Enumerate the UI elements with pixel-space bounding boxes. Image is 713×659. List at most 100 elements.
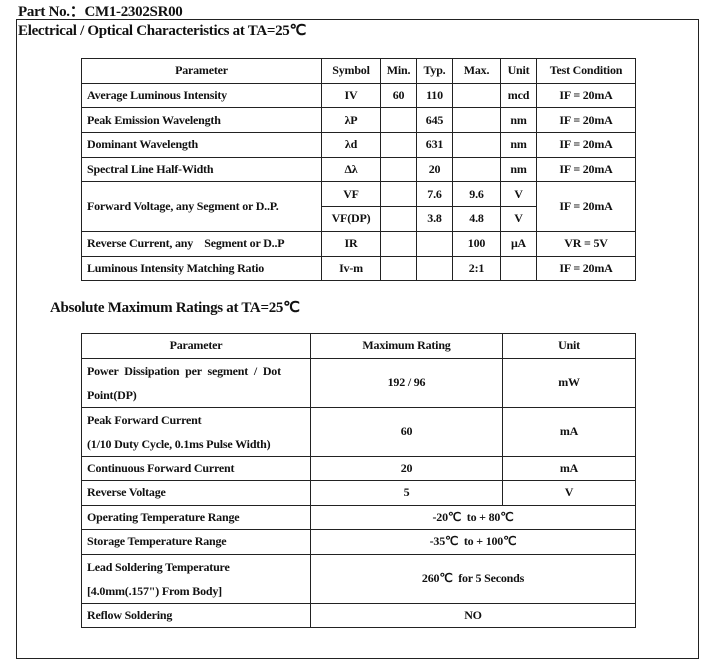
cell-min bbox=[380, 206, 417, 232]
table-row: Reverse Current, any Segment or D..P IR … bbox=[81, 230, 636, 257]
cell-unit: mcd bbox=[500, 82, 537, 109]
cell-unit: mW bbox=[502, 357, 636, 408]
cell-max: 100 bbox=[452, 230, 501, 257]
parameter-line-1: Power Dissipation per segment / Dot bbox=[87, 363, 281, 378]
cell-unit: V bbox=[500, 181, 537, 208]
table-row: Luminous Intensity Matching Ratio Iv-m 2… bbox=[81, 255, 636, 282]
table-row: Power Dissipation per segment / Dot Point… bbox=[81, 357, 636, 408]
parameter-line-2: Point(DP) bbox=[87, 387, 137, 402]
header-typ: Typ. bbox=[416, 58, 453, 84]
cell-rating: 20 bbox=[310, 455, 503, 481]
cell-condition: IF = 20mA bbox=[536, 181, 636, 232]
cell-condition: IF = 20mA bbox=[536, 132, 636, 158]
cell-rating: 192 / 96 bbox=[310, 357, 503, 408]
cell-parameter: Peak Forward Current (1/10 Duty Cycle, 0.… bbox=[81, 406, 311, 457]
cell-unit: nm bbox=[500, 107, 537, 134]
cell-unit: mA bbox=[502, 455, 636, 481]
cell-typ: 7.6 bbox=[416, 181, 453, 208]
electrical-heading: Electrical / Optical Characteristics at … bbox=[18, 23, 307, 39]
cell-condition: VR = 5V bbox=[536, 230, 636, 257]
cell-symbol: Iv-m bbox=[321, 255, 381, 282]
table-header-row: Parameter Symbol Min. Typ. Max. Unit Tes… bbox=[81, 58, 636, 84]
table-row: Peak Forward Current (1/10 Duty Cycle, 0.… bbox=[81, 406, 636, 457]
header-test-condition: Test Condition bbox=[536, 58, 636, 84]
cell-symbol: VF(DP) bbox=[321, 206, 381, 232]
table-header-row: Parameter Maximum Rating Unit bbox=[81, 333, 636, 359]
cell-min bbox=[380, 156, 417, 183]
cell-min bbox=[380, 181, 417, 208]
cell-condition: IF = 20mA bbox=[536, 107, 636, 134]
table-row: Forward Voltage, any Segment or D..P. VF… bbox=[81, 181, 636, 232]
cell-max bbox=[452, 107, 501, 134]
table-row: Lead Soldering Temperature [4.0mm(.157") … bbox=[81, 553, 636, 604]
electrical-characteristics-table: Parameter Symbol Min. Typ. Max. Unit Tes… bbox=[81, 58, 636, 282]
cell-min bbox=[380, 255, 417, 282]
table-row: Spectral Line Half-Width Δλ 20 nm IF = 2… bbox=[81, 156, 636, 183]
table-row: Average Luminous Intensity IV 60 110 mcd… bbox=[81, 82, 636, 109]
parameter-line-1: Peak Forward Current bbox=[87, 412, 202, 427]
cell-unit: nm bbox=[500, 156, 537, 183]
cell-rating: NO bbox=[310, 602, 636, 628]
parameter-line-1: Lead Soldering Temperature bbox=[87, 559, 230, 574]
table-row: Reflow Soldering NO bbox=[81, 602, 636, 628]
cell-symbol: Δλ bbox=[321, 156, 381, 183]
cell-typ: 631 bbox=[416, 132, 453, 158]
cell-rating: -35℃ to + 100℃ bbox=[310, 529, 636, 555]
part-number: Part No.：CM1-2302SR00 bbox=[18, 4, 183, 20]
table-row: Continuous Forward Current 20 mA bbox=[81, 455, 636, 481]
cell-parameter: Continuous Forward Current bbox=[81, 455, 311, 481]
cell-max: 4.8 bbox=[452, 206, 501, 232]
cell-max bbox=[452, 156, 501, 183]
cell-max: 9.6 bbox=[452, 181, 501, 208]
cell-max bbox=[452, 132, 501, 158]
cell-typ: 3.8 bbox=[416, 206, 453, 232]
cell-parameter: Spectral Line Half-Width bbox=[81, 156, 322, 183]
cell-parameter: Reverse Current, any Segment or D..P bbox=[81, 230, 322, 257]
cell-symbol: λP bbox=[321, 107, 381, 134]
cell-parameter: Forward Voltage, any Segment or D..P. bbox=[81, 181, 322, 232]
cell-unit: V bbox=[502, 480, 636, 506]
cell-rating: 260℃ for 5 Seconds bbox=[310, 553, 636, 604]
cell-max bbox=[452, 82, 501, 109]
cell-typ: 110 bbox=[416, 82, 453, 109]
cell-symbol: IR bbox=[321, 230, 381, 257]
table-row: Storage Temperature Range -35℃ to + 100℃ bbox=[81, 529, 636, 555]
cell-symbol: IV bbox=[321, 82, 381, 109]
cell-min: 60 bbox=[380, 82, 417, 109]
cell-parameter: Reverse Voltage bbox=[81, 480, 311, 506]
header-unit: Unit bbox=[502, 333, 636, 359]
header-min: Min. bbox=[380, 58, 417, 84]
cell-rating: -20℃ to + 80℃ bbox=[310, 504, 636, 530]
cell-unit: nm bbox=[500, 132, 537, 158]
cell-condition: IF = 20mA bbox=[536, 82, 636, 109]
cell-unit: V bbox=[500, 206, 537, 232]
absolute-ratings-heading: Absolute Maximum Ratings at TA=25℃ bbox=[50, 300, 300, 316]
cell-parameter: Peak Emission Wavelength bbox=[81, 107, 322, 134]
table-row: Peak Emission Wavelength λP 645 nm IF = … bbox=[81, 107, 636, 134]
cell-rating: 60 bbox=[310, 406, 503, 457]
cell-parameter: Power Dissipation per segment / Dot Point… bbox=[81, 357, 311, 408]
absolute-ratings-table: Parameter Maximum Rating Unit Power Diss… bbox=[81, 333, 636, 628]
cell-parameter: Operating Temperature Range bbox=[81, 504, 311, 530]
cell-parameter: Reflow Soldering bbox=[81, 602, 311, 628]
parameter-line-2: (1/10 Duty Cycle, 0.1ms Pulse Width) bbox=[87, 436, 271, 451]
header-symbol: Symbol bbox=[321, 58, 381, 84]
cell-typ: 645 bbox=[416, 107, 453, 134]
header-max: Max. bbox=[452, 58, 501, 84]
cell-parameter: Average Luminous Intensity bbox=[81, 82, 322, 109]
cell-parameter: Dominant Wavelength bbox=[81, 132, 322, 158]
cell-max: 2:1 bbox=[452, 255, 501, 282]
header-parameter: Parameter bbox=[81, 333, 311, 359]
cell-typ: 20 bbox=[416, 156, 453, 183]
cell-condition: IF = 20mA bbox=[536, 156, 636, 183]
cell-typ bbox=[416, 230, 453, 257]
cell-typ bbox=[416, 255, 453, 282]
parameter-line-2: [4.0mm(.157") From Body] bbox=[87, 583, 222, 598]
cell-condition: IF = 20mA bbox=[536, 255, 636, 282]
cell-min bbox=[380, 230, 417, 257]
cell-parameter: Storage Temperature Range bbox=[81, 529, 311, 555]
cell-rating: 5 bbox=[310, 480, 503, 506]
table-row: Operating Temperature Range -20℃ to + 80… bbox=[81, 504, 636, 530]
header-unit: Unit bbox=[500, 58, 537, 84]
table-row: Reverse Voltage 5 V bbox=[81, 480, 636, 506]
